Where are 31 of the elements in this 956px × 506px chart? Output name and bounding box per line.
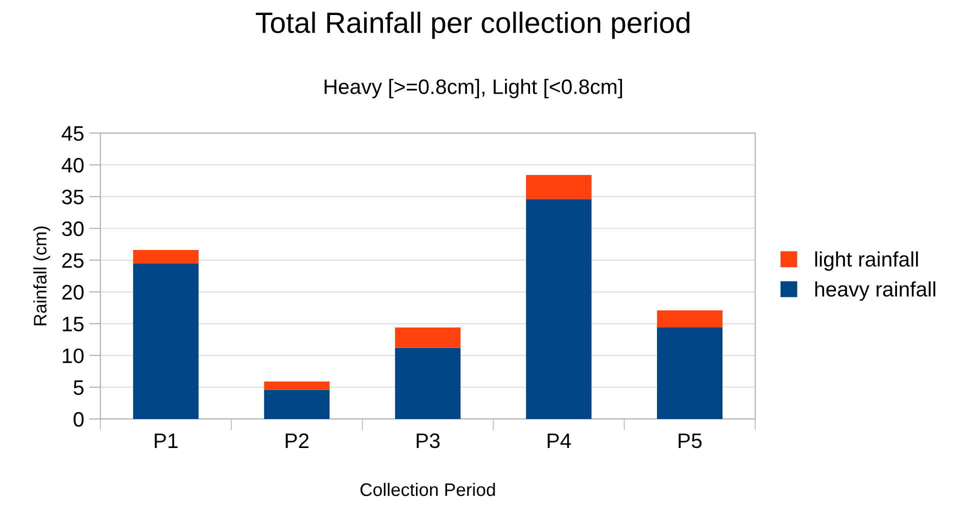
x-axis-title: Collection Period: [360, 482, 495, 496]
bar: [133, 263, 199, 419]
chart-subtitle: Heavy [>=0.8cm], Light [<0.8cm]: [324, 78, 622, 98]
y-tick-label: 40: [62, 158, 84, 173]
y-tick-label: 25: [62, 253, 84, 268]
bar: [264, 381, 330, 390]
bar: [133, 250, 199, 264]
bar: [395, 348, 461, 419]
y-tick-label: 20: [62, 284, 84, 300]
chart-title: Total Rainfall per collection period: [256, 12, 690, 39]
y-tick-label: 0: [74, 412, 84, 427]
y-tick-label: 15: [62, 316, 84, 332]
legend-label: heavy rainfall: [815, 281, 936, 301]
bar: [395, 327, 461, 348]
legend-label: light rainfall: [815, 251, 918, 271]
bar: [526, 199, 592, 419]
y-tick-label: 5: [74, 380, 84, 395]
x-tick-label: P4: [548, 434, 571, 448]
y-tick-label: 45: [62, 126, 84, 141]
x-tick-label: P5: [678, 434, 702, 448]
y-tick-label: 35: [62, 190, 84, 204]
bar: [657, 327, 722, 419]
y-tick-label: 30: [62, 221, 84, 236]
bar: [526, 175, 592, 200]
x-tick-label: P3: [416, 433, 440, 448]
bar: [657, 310, 722, 328]
y-tick-label: 10: [62, 348, 84, 364]
x-tick-label: P2: [286, 433, 309, 448]
x-tick-label: P1: [154, 434, 178, 448]
bar: [264, 390, 330, 419]
y-axis-title: Rainfall (cm): [33, 226, 50, 326]
